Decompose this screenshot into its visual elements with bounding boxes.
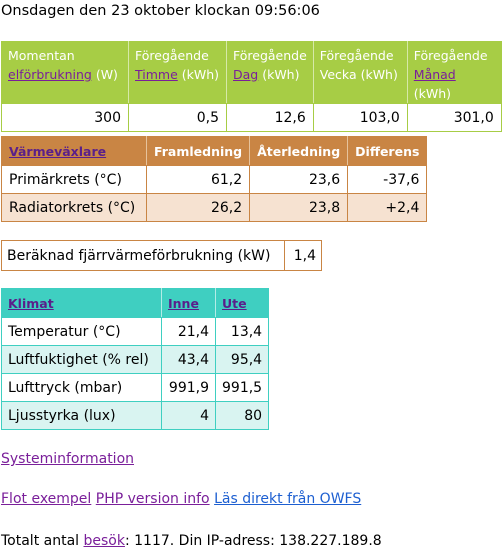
table-row: Radiatorkrets (°C) 26,2 23,8 +2,4 (1, 193, 428, 222)
heat-row-label: Radiatorkrets (°C) (1, 193, 147, 222)
power-value-momentan: 300 (1, 103, 129, 132)
climate-row-label: Temperatur (°C) (1, 317, 162, 346)
date-time-heading: Onsdagen den 23 oktober klockan 09:56:06 (1, 3, 320, 19)
link-flot-exempel[interactable]: Flot exempel (1, 491, 92, 507)
climate-header-row: Klimat Inne Ute (1, 288, 270, 318)
power-value-timme: 0,5 (128, 103, 227, 132)
climate-value: 991,5 (214, 373, 270, 402)
climate-value: 21,4 (161, 317, 216, 346)
table-row: Luftfuktighet (% rel) 43,4 95,4 (1, 345, 270, 374)
visit-footer: Totalt antal besök: 1117. Din IP-adress:… (1, 533, 382, 549)
link-manad[interactable]: Månad (413, 67, 456, 82)
heat-value: 23,8 (249, 193, 349, 222)
heat-value: 26,2 (145, 193, 251, 222)
link-dag[interactable]: Dag (233, 67, 259, 82)
table-row: Primärkrets (°C) 61,2 23,6 -37,6 (1, 165, 428, 194)
link-besok[interactable]: besök (83, 533, 125, 549)
heat-header-row: Värmeväxlare Framledning Återledning Dif… (1, 136, 428, 166)
heat-title-cell: Värmeväxlare (1, 136, 147, 166)
heat-exchanger-table: Värmeväxlare Framledning Återledning Dif… (1, 136, 428, 222)
heat-row-label: Primärkrets (°C) (1, 165, 147, 194)
link-varmevaxlare[interactable]: Värmeväxlare (9, 143, 107, 159)
climate-value: 80 (214, 401, 270, 430)
link-elforbrukning[interactable]: elförbrukning (8, 67, 92, 82)
heat-value: 61,2 (145, 165, 251, 194)
climate-row-label: Luftfuktighet (% rel) (1, 345, 162, 374)
climate-table: Klimat Inne Ute Temperatur (°C) 21,4 13,… (1, 288, 270, 430)
climate-col-inne: Inne (161, 288, 216, 318)
table-row: Ljusstyrka (lux) 4 80 (1, 401, 270, 430)
power-value-row: 300 0,5 12,6 103,0 301,0 (1, 103, 502, 132)
heat-col-aterledning: Återledning (249, 136, 349, 166)
climate-value: 13,4 (214, 317, 270, 346)
table-row: Lufttryck (mbar) 991,9 991,5 (1, 373, 270, 402)
district-heating-estimate: Beräknad fjärrvärmeförbrukning (kW) 1,4 (1, 240, 322, 271)
heat-value: -37,6 (347, 165, 428, 194)
link-inne[interactable]: Inne (168, 295, 199, 311)
estimate-label: Beräknad fjärrvärmeförbrukning (kW) (1, 240, 285, 271)
link-timme[interactable]: Timme (135, 67, 178, 82)
climate-value: 95,4 (214, 345, 270, 374)
table-row: Temperatur (°C) 21,4 13,4 (1, 317, 270, 346)
links-row: Flot exempel PHP version info Läs direkt… (1, 491, 361, 507)
climate-row-label: Lufttryck (mbar) (1, 373, 162, 402)
climate-row-label: Ljusstyrka (lux) (1, 401, 162, 430)
power-header-momentan: Momentan elförbrukning (W) (1, 41, 129, 104)
power-header-manad: Föregående Månad (kWh) (406, 41, 502, 104)
power-value-dag: 12,6 (226, 103, 314, 132)
link-las-direkt-owfs[interactable]: Läs direkt från OWFS (214, 491, 362, 507)
climate-value: 43,4 (161, 345, 216, 374)
estimate-value: 1,4 (284, 240, 322, 271)
link-php-version-info[interactable]: PHP version info (95, 491, 210, 507)
heat-col-differens: Differens (347, 136, 428, 166)
power-header-row: Momentan elförbrukning (W) Föregående Ti… (1, 41, 502, 104)
heat-value: 23,6 (249, 165, 349, 194)
power-table: Momentan elförbrukning (W) Föregående Ti… (1, 41, 502, 132)
power-value-manad: 301,0 (406, 103, 502, 132)
power-header-dag: Föregående Dag (kWh) (226, 41, 314, 104)
climate-value: 991,9 (161, 373, 216, 402)
climate-value: 4 (161, 401, 216, 430)
link-klimat[interactable]: Klimat (8, 295, 54, 311)
heat-col-framledning: Framledning (145, 136, 251, 166)
power-header-vecka: Föregående Vecka (kWh) (312, 41, 408, 104)
climate-col-ute: Ute (214, 288, 270, 318)
power-value-vecka: 103,0 (312, 103, 408, 132)
climate-title-cell: Klimat (1, 288, 162, 318)
heat-value: +2,4 (347, 193, 428, 222)
link-ute[interactable]: Ute (222, 295, 247, 311)
power-header-timme: Föregående Timme (kWh) (128, 41, 227, 104)
link-systeminformation[interactable]: Systeminformation (1, 451, 135, 467)
